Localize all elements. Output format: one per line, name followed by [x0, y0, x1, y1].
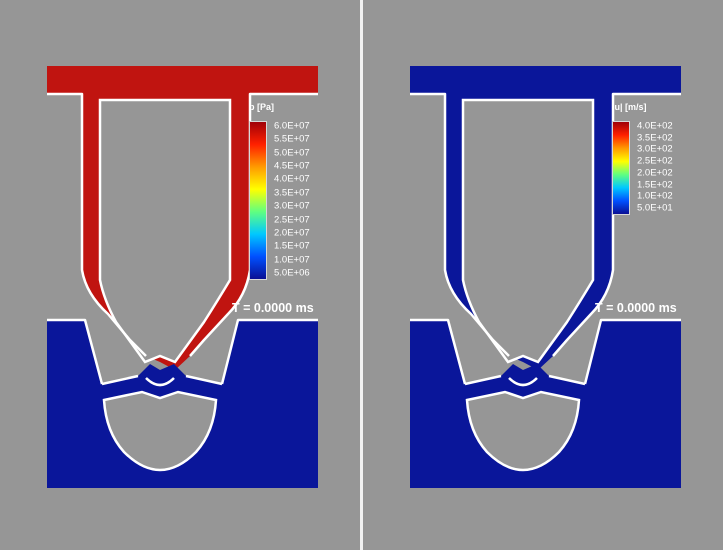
time-label: T = 0.0000 ms: [232, 301, 314, 315]
needle-body: [461, 98, 595, 364]
colorbar-tick-label: 2.5E+07: [274, 214, 310, 226]
pressure-colorbar: [249, 121, 267, 280]
colorbar-tick-label: 2.5E+02: [637, 155, 673, 167]
colorbar-tick-label: 1.0E+02: [637, 190, 673, 202]
velocity-colorbar: [612, 121, 630, 215]
colorbar-tick-label: 4.0E+02: [637, 120, 673, 132]
sac-chamber: [102, 390, 218, 472]
colorbar-tick-label: 2.0E+07: [274, 227, 310, 239]
colorbar-tick-label: 6.0E+07: [274, 120, 310, 132]
sac-chamber: [465, 390, 581, 472]
colorbar-tick-label: 4.0E+07: [274, 173, 310, 185]
colorbar-tick-label: 4.5E+07: [274, 160, 310, 172]
nozzle-walls: [47, 92, 318, 386]
colorbar-tick-label: 1.5E+02: [637, 179, 673, 191]
time-label: T = 0.0000 ms: [595, 301, 677, 315]
panel-divider: [360, 0, 363, 550]
colorbar-tick-label: 1.0E+07: [274, 254, 310, 266]
pressure-panel: p [Pa] 6.0E+07 5.5E+07 5.0E+07 4.5E+07 4.0E+…: [0, 0, 360, 550]
colorbar-tick-label: 5.0E+06: [274, 267, 310, 279]
needle-tip: [145, 377, 175, 387]
colorbar-tick-label: 3.5E+02: [637, 132, 673, 144]
colorbar-tick-label: 3.5E+07: [274, 187, 310, 199]
colorbar-tick-label: 3.0E+02: [637, 143, 673, 155]
colorbar-title: |u| [m/s]: [612, 102, 647, 112]
needle-body: [98, 98, 232, 364]
nozzle-geometry-pressure: [47, 66, 318, 488]
nozzle-geometry-velocity: [410, 66, 681, 488]
colorbar-tick-label: 3.0E+07: [274, 200, 310, 212]
nozzle-walls: [410, 92, 681, 386]
colorbar-tick-label: 5.0E+01: [637, 202, 673, 214]
colorbar-tick-label: 2.0E+02: [637, 167, 673, 179]
velocity-panel: |u| [m/s] 4.0E+02 3.5E+02 3.0E+02 2.5E+02 2.…: [363, 0, 723, 550]
colorbar-tick-label: 5.0E+07: [274, 147, 310, 159]
colorbar-tick-label: 5.5E+07: [274, 133, 310, 145]
colorbar-tick-label: 1.5E+07: [274, 240, 310, 252]
needle-tip: [508, 377, 538, 387]
colorbar-title: p [Pa]: [249, 102, 275, 112]
